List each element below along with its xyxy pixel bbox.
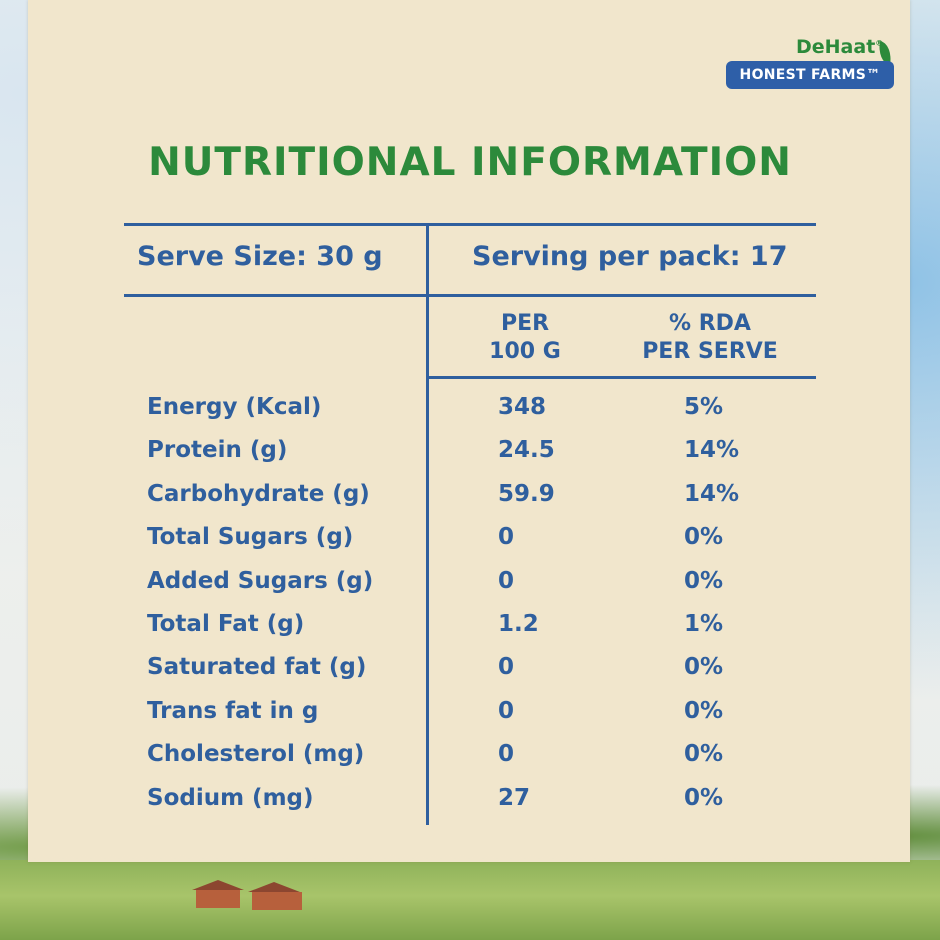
column-header-line: % RDA (669, 311, 751, 336)
rda-value: 14% (684, 480, 740, 507)
nutrient-name: Carbohydrate (g) (147, 480, 370, 507)
table-row: Total Fat (g) 1.2 1% (0, 607, 940, 650)
per-100g-value: 0 (498, 741, 515, 768)
servings-per-pack: Serving per pack: 17 (472, 241, 788, 272)
nutrient-name: Energy (Kcal) (147, 394, 322, 420)
serve-size: Serve Size: 30 g (137, 241, 383, 272)
per-100g-value: 0 (498, 697, 515, 724)
nutrient-name: Protein (g) (147, 437, 288, 464)
rda-value: 0% (684, 784, 724, 811)
per-100g-value: 0 (498, 524, 515, 551)
rda-value: 0% (684, 741, 724, 768)
brand-logo: DeHaat® HONEST FARMS™ (726, 36, 896, 100)
column-header-line: PER (500, 311, 550, 336)
per-100g-value: 0 (498, 654, 515, 681)
table-row: Energy (Kcal) 348 5% (0, 390, 940, 433)
table-row: Trans fat in g 0 0% (0, 694, 940, 737)
nutrient-name: Total Fat (g) (147, 610, 305, 637)
per-100g-value: 27 (498, 784, 531, 811)
page-title: NUTRITIONAL INFORMATION (148, 140, 792, 185)
column-header-per-100g: PER 100 G (460, 310, 590, 366)
column-header-line: 100 G (489, 339, 561, 364)
rda-value: 0% (684, 567, 724, 594)
per-100g-value: 24.5 (498, 437, 555, 464)
rda-value: 14% (684, 437, 740, 464)
paper-torn-edge (28, 852, 910, 866)
table-top-rule (124, 223, 816, 226)
per-100g-value: 59.9 (498, 480, 555, 507)
column-header-rule (428, 376, 816, 379)
nutrient-name: Trans fat in g (147, 697, 319, 724)
rda-value: 1% (684, 610, 724, 637)
table-row: Saturated fat (g) 0 0% (0, 650, 940, 693)
field-background (0, 860, 940, 940)
brand-name: DeHaat® (796, 36, 883, 58)
nutrient-name: Added Sugars (g) (147, 567, 374, 594)
rda-value: 0% (684, 524, 724, 551)
table-row: Total Sugars (g) 0 0% (0, 520, 940, 563)
table-row: Sodium (mg) 27 0% (0, 781, 940, 824)
table-row: Protein (g) 24.5 14% (0, 433, 940, 476)
nutrient-name: Cholesterol (mg) (147, 741, 365, 768)
table-header-rule (124, 294, 816, 297)
per-100g-value: 348 (498, 394, 547, 420)
table-row: Carbohydrate (g) 59.9 14% (0, 477, 940, 520)
column-header-line: PER SERVE (642, 339, 778, 364)
table-divider (426, 223, 429, 825)
per-100g-value: 0 (498, 567, 515, 594)
label-paper (28, 0, 910, 862)
farmhouse-illustration (248, 882, 302, 910)
nutrient-rows: Energy (Kcal) 348 5% Protein (g) 24.5 14% Ca… (0, 390, 940, 824)
rda-value: 5% (684, 394, 724, 420)
column-header-rda: % RDA PER SERVE (600, 310, 820, 366)
rda-value: 0% (684, 697, 724, 724)
table-row: Added Sugars (g) 0 0% (0, 564, 940, 607)
brand-line: HONEST FARMS™ (726, 61, 894, 89)
brand-name-text: DeHaat (796, 36, 876, 58)
farmhouse-illustration (192, 880, 244, 908)
table-row: Cholesterol (mg) 0 0% (0, 737, 940, 780)
per-100g-value: 1.2 (498, 610, 539, 637)
rda-value: 0% (684, 654, 724, 681)
nutrient-name: Sodium (mg) (147, 784, 314, 811)
nutrient-name: Total Sugars (g) (147, 524, 354, 551)
nutrient-name: Saturated fat (g) (147, 654, 367, 681)
